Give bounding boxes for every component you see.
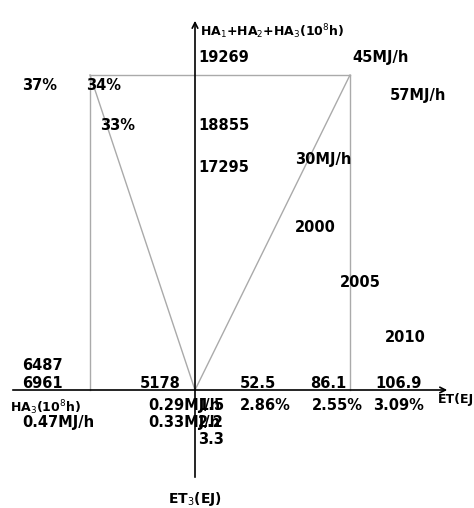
Text: 37%: 37%: [22, 78, 57, 93]
Text: 2010: 2010: [385, 330, 426, 345]
Text: 33%: 33%: [100, 118, 135, 133]
Text: 2005: 2005: [340, 275, 381, 290]
Text: 2000: 2000: [295, 220, 336, 235]
Text: 45MJ/h: 45MJ/h: [352, 50, 409, 65]
Text: 52.5: 52.5: [240, 376, 276, 391]
Text: 3.3: 3.3: [198, 432, 224, 447]
Text: 0.29MJ/h: 0.29MJ/h: [148, 398, 220, 413]
Text: ET$_3$(EJ): ET$_3$(EJ): [168, 490, 222, 508]
Text: HA$_1$+HA$_2$+HA$_3$(10$^8$h): HA$_1$+HA$_2$+HA$_3$(10$^8$h): [200, 22, 344, 41]
Text: 57MJ/h: 57MJ/h: [390, 88, 447, 103]
Text: 34%: 34%: [86, 78, 121, 93]
Text: 3.09%: 3.09%: [373, 398, 424, 413]
Text: 1.5: 1.5: [198, 398, 224, 413]
Text: 86.1: 86.1: [310, 376, 346, 391]
Text: 106.9: 106.9: [375, 376, 421, 391]
Text: ET(EJ): ET(EJ): [438, 393, 474, 406]
Text: 2.2: 2.2: [198, 415, 224, 430]
Text: 19269: 19269: [198, 50, 249, 65]
Text: 17295: 17295: [198, 160, 249, 175]
Text: 6487: 6487: [22, 358, 63, 373]
Text: 6961: 6961: [22, 376, 63, 391]
Text: 2.86%: 2.86%: [240, 398, 291, 413]
Text: 0.47MJ/h: 0.47MJ/h: [22, 415, 94, 430]
Text: 5178: 5178: [140, 376, 181, 391]
Text: 18855: 18855: [198, 118, 249, 133]
Text: 0.33MJ/h: 0.33MJ/h: [148, 415, 220, 430]
Text: 30MJ/h: 30MJ/h: [295, 152, 351, 167]
Text: 2.55%: 2.55%: [312, 398, 363, 413]
Text: HA$_3$(10$^8$h): HA$_3$(10$^8$h): [10, 398, 81, 417]
